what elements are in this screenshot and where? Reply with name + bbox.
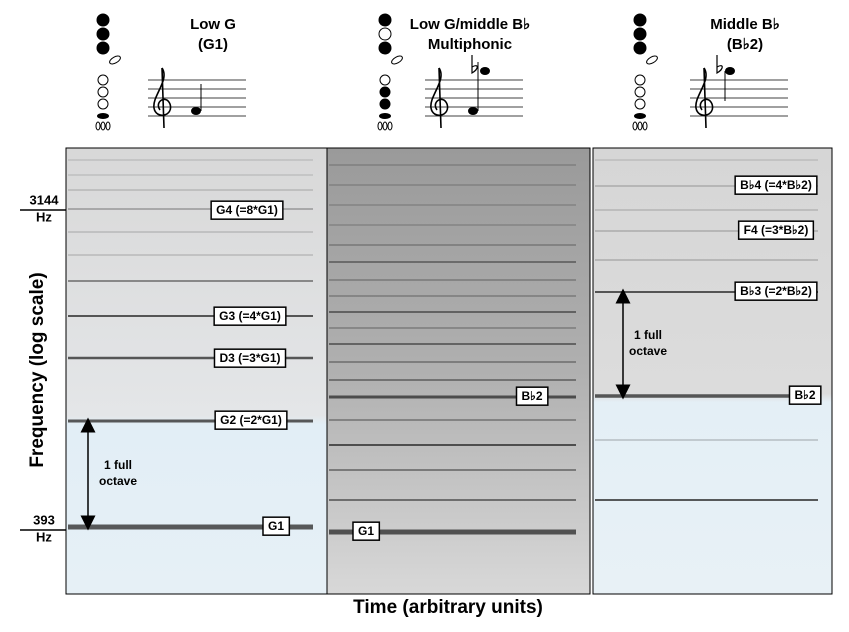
key	[634, 42, 646, 54]
harmonic-label: B♭2	[522, 389, 543, 403]
harmonic-label: B♭3 (=2*B♭2)	[740, 284, 812, 298]
annotation: octave	[99, 474, 137, 488]
flat	[717, 55, 722, 73]
note	[725, 67, 735, 75]
panel-title: Low G	[190, 16, 236, 33]
note	[468, 107, 478, 115]
key	[98, 75, 108, 85]
key	[97, 14, 109, 26]
panel-title: Middle B♭	[710, 16, 780, 33]
harmonic-label: G4 (=8*G1)	[216, 203, 278, 217]
key	[634, 28, 646, 40]
key	[645, 54, 658, 65]
key	[97, 28, 109, 40]
harmonic-label: B♭4 (=4*B♭2)	[740, 178, 812, 192]
harmonic-label: B♭2	[795, 388, 816, 402]
key	[390, 54, 403, 65]
key	[379, 14, 391, 26]
key	[106, 122, 110, 130]
key	[96, 122, 100, 130]
panel-title: (B♭2)	[727, 36, 763, 53]
key	[101, 122, 105, 130]
key	[634, 14, 646, 26]
harmonic-label: G1	[268, 519, 284, 533]
panel-title: Low G/middle B♭	[410, 16, 530, 33]
key	[388, 122, 392, 130]
key	[635, 87, 645, 97]
key	[638, 122, 642, 130]
key	[380, 87, 390, 97]
key	[379, 42, 391, 54]
x-axis-title: Time (arbitrary units)	[353, 597, 543, 618]
panel-title: (G1)	[198, 36, 228, 53]
tick-label: 3144	[30, 192, 60, 207]
key	[635, 99, 645, 109]
key	[635, 75, 645, 85]
key	[379, 113, 391, 119]
panel-title: Multiphonic	[428, 36, 512, 53]
key	[97, 113, 109, 119]
harmonic-label: D3 (=3*G1)	[219, 351, 280, 365]
annotation: 1 full	[104, 458, 132, 472]
key	[98, 87, 108, 97]
key	[98, 99, 108, 109]
harmonic-label: G3 (=4*G1)	[219, 309, 281, 323]
harmonic-label: G2 (=2*G1)	[220, 413, 282, 427]
key	[383, 122, 387, 130]
figure: Frequency (log scale) Time (arbitrary un…	[0, 0, 849, 627]
key	[634, 113, 646, 119]
spectrogram	[593, 148, 832, 594]
harmonic-label: G1	[358, 524, 374, 538]
key	[380, 75, 390, 85]
key	[379, 28, 391, 40]
note	[191, 107, 201, 115]
key	[633, 122, 637, 130]
annotation: octave	[629, 344, 667, 358]
annotation: 1 full	[634, 328, 662, 342]
tick-label: Hz	[36, 209, 52, 224]
flat	[472, 55, 477, 73]
y-axis-title: Frequency (log scale)	[27, 272, 48, 467]
tick-label: Hz	[36, 529, 52, 544]
key	[643, 122, 647, 130]
key	[380, 99, 390, 109]
harmonic-label: F4 (=3*B♭2)	[744, 223, 809, 237]
key	[97, 42, 109, 54]
tick-label: 393	[33, 512, 55, 527]
note	[480, 67, 490, 75]
key	[378, 122, 382, 130]
key	[108, 54, 121, 65]
